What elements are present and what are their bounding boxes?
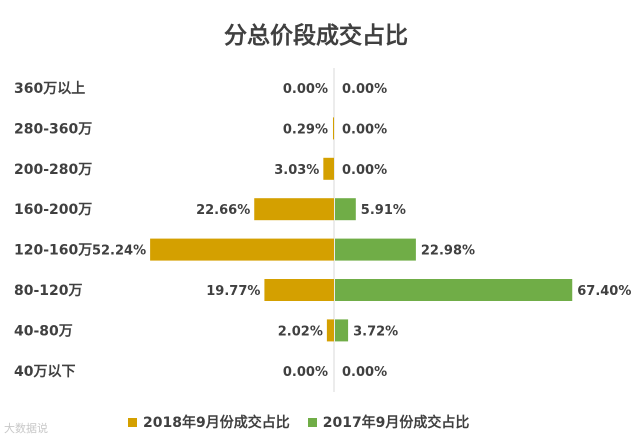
data-label-2017: 0.00% [342,163,387,178]
bar-2018 [332,117,334,140]
data-label-2018: 52.24% [92,244,146,259]
legend-item-2018: 2018年9月份成交占比 [128,412,290,432]
data-label-2018: 0.00% [283,365,328,380]
bar-2017 [335,238,416,261]
data-label-2017: 3.72% [353,324,398,339]
legend-label-2018: 2018年9月份成交占比 [143,415,290,431]
category-label: 80-120万 [14,283,83,299]
bar-2018 [264,279,334,301]
data-label-2017: 0.00% [342,82,387,97]
bar-2017 [335,198,356,221]
bar-2018 [254,198,334,221]
legend-swatch-2018 [128,417,137,427]
bar-2017 [335,279,573,301]
bar-2018 [323,157,334,180]
category-label: 200-280万 [14,162,92,178]
data-label-2017: 5.91% [361,203,406,218]
category-label: 40万以下 [14,364,75,380]
legend-item-2017: 2017年9月份成交占比 [307,412,470,432]
category-label: 280-360万 [14,121,92,137]
watermark-text: 大数据说 [4,422,48,435]
chart-title: 分总价段成交占比 [224,23,408,49]
category-label: 120-160万 [14,243,92,259]
bar-2017 [335,319,349,342]
legend-label-2017: 2017年9月份成交占比 [322,415,470,431]
category-label: 40-80万 [14,323,73,339]
data-label-2017: 67.40% [577,284,631,299]
data-label-2017: 0.00% [342,365,387,380]
legend-swatch-2017 [307,417,317,427]
chart-legend: 2018年9月份成交占比 2017年9月份成交占比 [128,412,469,432]
bar-2018 [150,238,334,261]
data-label-2018: 0.29% [283,122,328,137]
data-label-2017: 0.00% [342,122,387,137]
data-label-2018: 19.77% [206,284,260,299]
category-label: 360万以上 [14,81,85,97]
data-label-2018: 22.66% [196,203,250,218]
bar-2018 [326,319,334,342]
data-label-2017: 22.98% [421,244,475,259]
data-label-2018: 3.03% [274,163,319,178]
data-label-2018: 0.00% [283,82,328,97]
category-label: 160-200万 [14,202,92,218]
data-label-2018: 2.02% [278,324,323,339]
